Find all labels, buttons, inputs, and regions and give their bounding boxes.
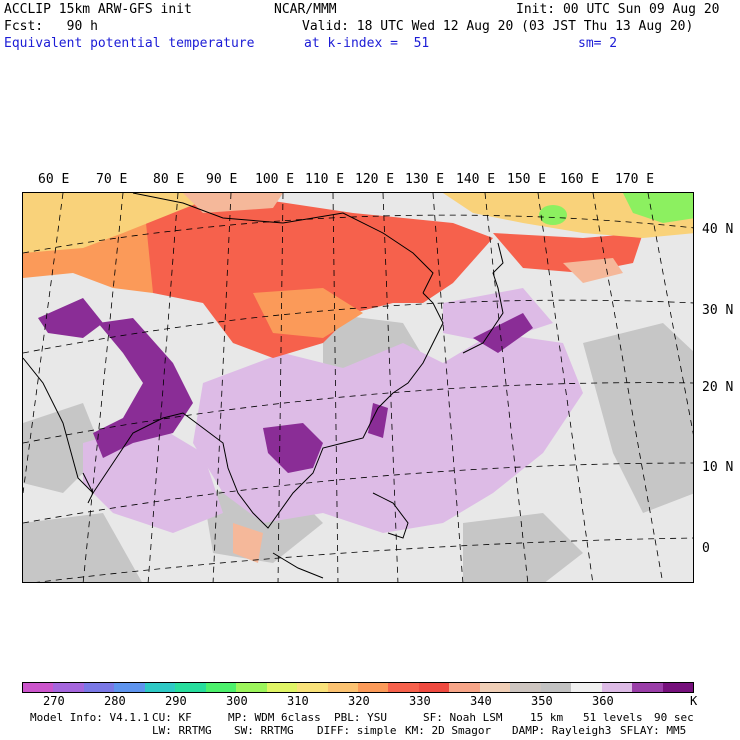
resolution: 15 km	[530, 711, 564, 724]
dark-purple-region	[38, 298, 533, 473]
colorbar-swatch-9	[297, 683, 328, 692]
colorbar-swatch-16	[510, 683, 541, 692]
lat-label-0: 0	[702, 541, 710, 556]
vertical-levels: 51 levels	[583, 711, 643, 724]
graticule	[23, 193, 693, 582]
diff-scheme: DIFF: simple	[317, 724, 397, 737]
colorbar-swatch-3	[114, 683, 145, 692]
lat-label-20: 20 N	[702, 380, 734, 395]
colorbar-swatch-14	[449, 683, 480, 692]
colorbar-swatch-4	[144, 683, 176, 692]
cbar-label-340: 340	[470, 694, 492, 708]
lon-label-150: 150 E	[507, 172, 547, 187]
forecast-hour: Fcst: 90 h	[4, 19, 98, 34]
center-label: NCAR/MMM	[274, 2, 337, 17]
theta-e-map	[22, 192, 694, 583]
colorbar-swatch-19	[601, 683, 633, 692]
colorbar-swatch-20	[632, 683, 663, 692]
lon-label-110: 110 E	[305, 172, 345, 187]
lon-label-120: 120 E	[355, 172, 395, 187]
colorbar-swatch-13	[418, 683, 450, 692]
colorbar-swatch-7	[236, 683, 267, 692]
colorbar	[22, 682, 694, 693]
cbar-label-270: 270	[43, 694, 65, 708]
colorbar-swatch-2	[83, 683, 115, 692]
colorbar-swatch-21	[662, 683, 693, 692]
field-name: Equivalent potential temperature	[4, 36, 255, 51]
cbar-label-unit: K	[690, 694, 698, 708]
lw-scheme: LW: RRTMG	[152, 724, 212, 737]
sw-scheme: SW: RRTMG	[234, 724, 294, 737]
lon-label-140: 140 E	[456, 172, 496, 187]
lat-label-30: 30 N	[702, 303, 734, 318]
salmon-patches	[183, 193, 623, 563]
lon-label-90: 90 E	[206, 172, 238, 187]
pbl-scheme: PBL: YSU	[334, 711, 387, 724]
colorbar-swatch-8	[266, 683, 298, 692]
km-scheme: KM: 2D Smagor	[405, 724, 492, 737]
sf-scheme: SF: Noah LSM	[423, 711, 503, 724]
model-title: ACCLIP 15km ARW-GFS init	[4, 2, 192, 17]
cbar-label-360: 360	[592, 694, 614, 708]
colorbar-swatch-11	[357, 683, 389, 692]
cbar-label-350: 350	[531, 694, 553, 708]
mp-scheme: MP: WDM 6class	[228, 711, 321, 724]
cbar-label-330: 330	[409, 694, 431, 708]
cbar-label-310: 310	[287, 694, 309, 708]
lon-label-100: 100 E	[255, 172, 295, 187]
colorbar-swatch-18	[571, 683, 602, 692]
colorbar-swatch-12	[388, 683, 419, 692]
cu-scheme: CU: KF	[152, 711, 192, 724]
coastlines	[23, 193, 504, 579]
cbar-label-320: 320	[348, 694, 370, 708]
colorbar-swatch-5	[175, 683, 206, 692]
colorbar-swatch-1	[53, 683, 84, 692]
lon-label-70: 70 E	[96, 172, 128, 187]
lon-label-60: 60 E	[38, 172, 70, 187]
time-step: 90 sec	[654, 711, 694, 724]
lon-label-80: 80 E	[153, 172, 185, 187]
valid-time: Valid: 18 UTC Wed 12 Aug 20 (03 JST Thu …	[302, 19, 694, 34]
cbar-label-290: 290	[165, 694, 187, 708]
model-info: Model Info: V4.1.1	[30, 711, 150, 724]
lon-label-170: 170 E	[615, 172, 655, 187]
cbar-label-300: 300	[226, 694, 248, 708]
colorbar-swatch-15	[479, 683, 511, 692]
colorbar-swatch-17	[540, 683, 572, 692]
lon-label-160: 160 E	[560, 172, 600, 187]
green-region	[539, 193, 693, 225]
damp-scheme: DAMP: Rayleigh3	[512, 724, 612, 737]
lon-label-130: 130 E	[405, 172, 445, 187]
lat-label-40: 40 N	[702, 222, 734, 237]
lat-label-10: 10 N	[702, 460, 734, 475]
cbar-label-280: 280	[104, 694, 126, 708]
colorbar-swatch-0	[23, 683, 54, 692]
sflay-scheme: SFLAY: MM5	[620, 724, 687, 737]
colorbar-swatch-10	[327, 683, 358, 692]
colorbar-swatch-6	[205, 683, 237, 692]
level-index: at k-index = 51	[304, 36, 430, 51]
smoothing: sm= 2	[578, 36, 618, 51]
init-time: Init: 00 UTC Sun 09 Aug 20	[516, 2, 720, 17]
